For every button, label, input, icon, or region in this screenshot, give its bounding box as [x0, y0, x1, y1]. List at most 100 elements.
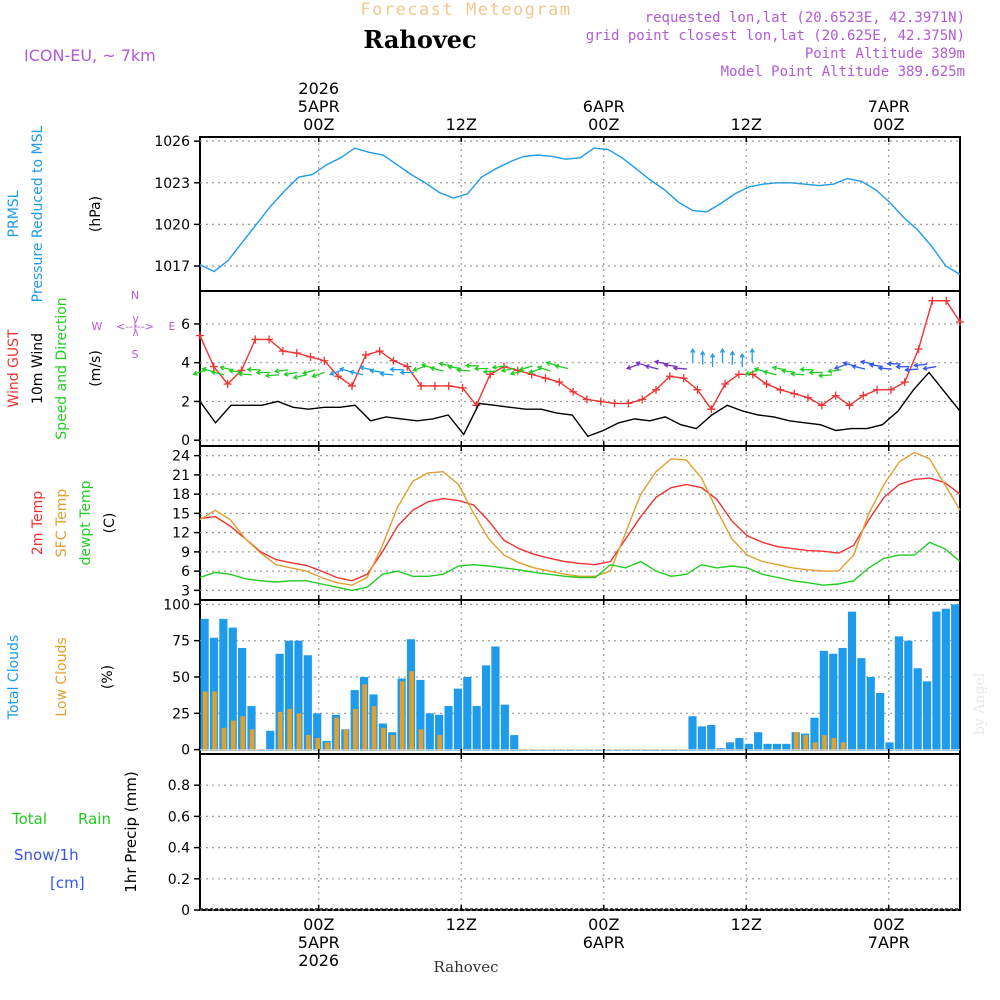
gust-marker [513, 366, 522, 375]
cloud-total-bar [425, 713, 434, 751]
time-label-bottom: 00Z [873, 915, 904, 934]
panel-label: 10m Wind [30, 333, 46, 404]
time-label-top: 2026 [298, 79, 339, 98]
time-label-top: 00Z [303, 115, 334, 134]
time-label-top: 7APR [868, 97, 910, 116]
cloud-low-bar [212, 691, 217, 751]
wind-arrow [312, 371, 325, 378]
cloud-total-bar [810, 717, 819, 751]
cloud-low-bar [409, 671, 414, 751]
cloud-low-bar [277, 711, 283, 751]
y-tick-label: 18 [172, 487, 190, 503]
wind-arrow-head [672, 365, 678, 371]
cloud-low-bar [221, 727, 227, 751]
wind-arrow-head [554, 363, 560, 370]
cloud-total-bar [266, 730, 275, 751]
cloud-total-bar [782, 743, 791, 751]
precip-total-label: Total [11, 810, 47, 828]
cloud-low-bar [362, 684, 368, 751]
gust-marker [348, 381, 356, 390]
cloud-total-bar [200, 618, 209, 751]
panel-label: dewpt Temp [78, 480, 94, 565]
y-tick-label: 0 [181, 743, 190, 759]
cloud-total-bar [697, 726, 706, 751]
wind-arrow-head [709, 352, 716, 358]
wind-arrow-head [482, 369, 488, 375]
wind-arrow [448, 366, 462, 370]
wind-arrow-head [771, 365, 778, 371]
cloud-low-bar [390, 735, 396, 751]
cloud-total-bar [829, 653, 838, 751]
y-tick-label: 75 [172, 634, 190, 650]
wind-arrow [537, 366, 551, 372]
gust-marker [624, 399, 633, 408]
wind-arrow-head [739, 352, 745, 358]
wind-arrow-head [420, 363, 427, 369]
cloud-total-bar [500, 704, 509, 751]
wind-arrow [664, 364, 678, 368]
compass-west: W [92, 320, 103, 333]
cloud-total-bar [941, 608, 950, 751]
gust-marker [375, 347, 384, 356]
wind-arrow-head [749, 347, 755, 353]
gust-marker [873, 385, 882, 394]
wind-arrow-head [339, 366, 345, 372]
cloud-low-bar [315, 738, 321, 751]
wind-arrow [923, 365, 937, 370]
wind-arrow [510, 370, 524, 375]
cloud-total-bar [772, 743, 782, 751]
y-tick-label: 25 [172, 706, 190, 722]
wind-arrow-head [311, 373, 317, 379]
wind-arrow-head [509, 370, 515, 376]
cloud-total-bar [866, 677, 875, 751]
cloud-low-bar [399, 681, 405, 751]
gust-marker [776, 385, 785, 394]
gust-marker [569, 387, 578, 396]
wind-arrow-head [886, 361, 892, 367]
gust-marker [541, 374, 550, 383]
wind-arrow [284, 371, 298, 376]
wind-arrow-head [210, 369, 216, 376]
wind-arrow [673, 367, 687, 370]
cloud-total-bar [510, 735, 519, 751]
gust-marker [652, 385, 660, 394]
wind-arrow-head [219, 365, 225, 371]
wind-arrow-head [429, 366, 435, 372]
wind-arrow-head [518, 366, 525, 372]
cloud-low-bar [324, 742, 330, 751]
gust-marker [790, 389, 799, 398]
wind-arrow-head [690, 347, 696, 353]
wind-arrow-head [292, 374, 298, 380]
wind-arrow-head [464, 363, 470, 369]
wind-arrow-head [663, 362, 669, 368]
wind-arrow [791, 373, 805, 376]
gust-marker [721, 380, 730, 388]
wind-arrow-head [491, 364, 497, 370]
wind-arrow [370, 369, 384, 374]
model-point-altitude: Model Point Altitude 389.625m [721, 64, 965, 80]
watermark: by Angel [972, 672, 988, 735]
wind-arrow-head [762, 369, 768, 376]
time-label-bottom: 00Z [303, 915, 334, 934]
wind-arrow-head [635, 361, 641, 367]
cloud-total-bar [932, 611, 941, 751]
cloud-total-bar [894, 636, 904, 751]
cloud-low-bar [230, 720, 236, 751]
y-tick-label: 0.8 [168, 778, 190, 794]
time-label-bottom: 5APR [298, 933, 340, 952]
cloud-low-bar [306, 735, 311, 751]
cloud-total-bar [885, 742, 894, 751]
compass-east: E [169, 320, 176, 333]
compass-north: N [131, 289, 139, 302]
wind-arrow-head [833, 364, 840, 370]
wind-arrow [782, 369, 796, 374]
gust-marker [804, 393, 812, 402]
gust-marker [859, 391, 868, 400]
cloud-low-bar [840, 742, 846, 751]
time-label-top: 12Z [731, 115, 762, 134]
wind-arrow-head [536, 365, 542, 371]
wind-arrow [293, 374, 307, 379]
panel-label: (%) [100, 665, 116, 689]
gust-marker [679, 374, 688, 383]
gust-marker [928, 296, 937, 305]
